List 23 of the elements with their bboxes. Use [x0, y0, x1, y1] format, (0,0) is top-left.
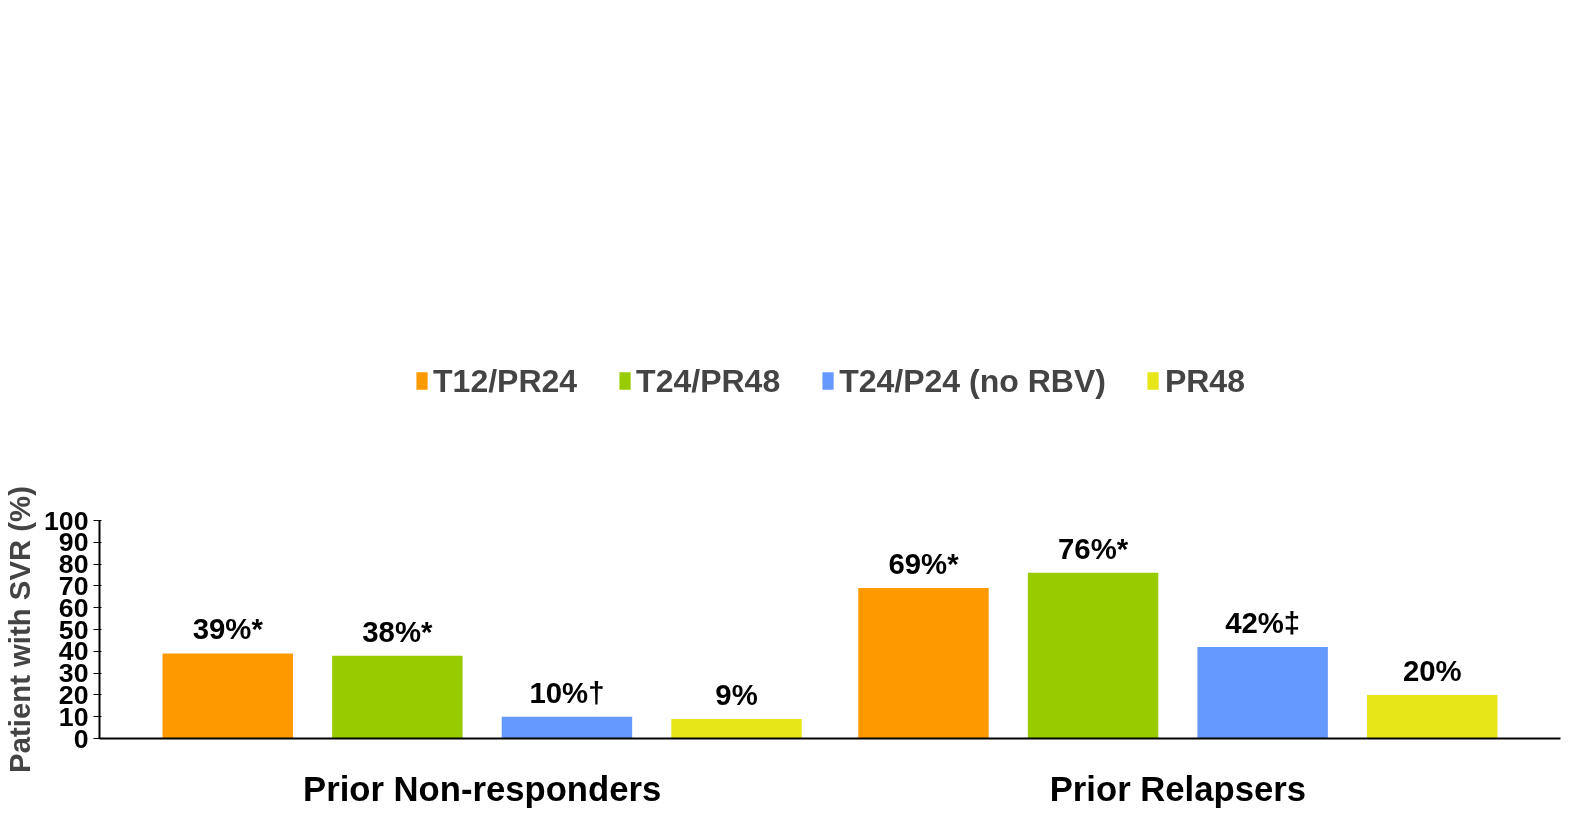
bar	[162, 653, 293, 739]
data-label: 76%*	[1058, 531, 1129, 565]
legend-label: T24/PR48	[636, 362, 781, 400]
legend-label: T24/P24 (no RBV)	[839, 362, 1106, 400]
bar	[1027, 572, 1159, 739]
data-label: 38%*	[362, 614, 433, 648]
bar	[858, 588, 989, 739]
data-label: 9%	[715, 677, 758, 711]
data-label: 20%	[1402, 653, 1462, 687]
bar	[332, 655, 463, 739]
data-label: 42%‡	[1225, 605, 1301, 639]
y-axis-title: Patient with SVR (%)	[3, 486, 37, 773]
bar	[671, 718, 802, 739]
x-tick-label: Prior Non-responders	[303, 769, 662, 808]
data-label: 69%*	[888, 547, 960, 581]
bar	[1367, 694, 1498, 739]
x-tick-label: Prior Relapsers	[1049, 769, 1306, 808]
data-label: 39%*	[192, 612, 264, 646]
legend-label: T12/PR24	[433, 362, 578, 400]
legend-label: PR48	[1164, 362, 1245, 400]
bar	[501, 716, 633, 739]
bar	[1197, 646, 1328, 739]
data-label: 10%†	[529, 675, 605, 709]
